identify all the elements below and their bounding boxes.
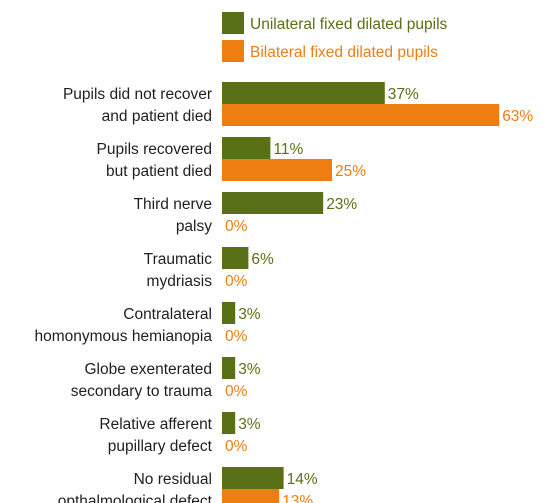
bar-7-series-0 [222, 467, 284, 489]
category-label-1-line-0: Pupils recovered [97, 141, 212, 158]
value-label-7-series-0: 14% [287, 471, 318, 488]
value-label-0-series-0: 37% [388, 86, 419, 103]
category-label-0-line-1: and patient died [102, 108, 212, 125]
value-label-3-series-0: 6% [251, 251, 274, 268]
legend-swatch-0 [222, 12, 244, 34]
category-label-7-line-0: No residual [134, 471, 212, 488]
value-label-4-series-0: 3% [238, 306, 261, 323]
category-label-3-line-1: mydriasis [147, 273, 213, 290]
bars [222, 82, 500, 503]
value-label-0-series-1: 63% [502, 108, 533, 125]
value-labels: 37%63%11%25%23%0%6%0%3%0%3%0%3%0%14%13% [225, 86, 533, 503]
category-label-5-line-0: Globe exenterated [84, 361, 212, 378]
value-label-5-series-0: 3% [238, 361, 261, 378]
category-label-1-line-1: but patient died [106, 163, 212, 180]
bar-0-series-1 [222, 104, 500, 126]
category-label-6-line-0: Relative afferent [99, 416, 212, 433]
bar-3-series-0 [222, 247, 249, 269]
category-label-2-line-1: palsy [176, 218, 212, 235]
category-label-6-line-1: pupillary defect [108, 438, 213, 455]
category-label-3-line-0: Traumatic [144, 251, 213, 268]
category-label-0-line-0: Pupils did not recover [63, 86, 212, 103]
value-label-5-series-1: 0% [225, 383, 248, 400]
value-label-4-series-1: 0% [225, 328, 248, 345]
category-axis-labels: Pupils did not recover and patient died Pu… [35, 86, 213, 503]
legend-label-0: Unilateral fixed dilated pupils [250, 16, 448, 33]
bar-2-series-0 [222, 192, 324, 214]
value-label-6-series-0: 3% [238, 416, 261, 433]
category-label-4-line-1: homonymous hemianopia [35, 328, 213, 345]
legend-label-1: Bilateral fixed dilated pupils [250, 44, 438, 61]
value-label-6-series-1: 0% [225, 438, 248, 455]
value-label-1-series-1: 25% [335, 163, 366, 180]
value-label-3-series-1: 0% [225, 273, 248, 290]
bar-0-series-0 [222, 82, 385, 104]
value-label-2-series-0: 23% [326, 196, 357, 213]
value-label-7-series-1: 13% [282, 493, 313, 503]
value-label-2-series-1: 0% [225, 218, 248, 235]
category-label-5-line-1: secondary to trauma [71, 383, 213, 400]
bar-5-series-0 [222, 357, 236, 379]
bar-7-series-1 [222, 489, 280, 503]
bar-1-series-0 [222, 137, 271, 159]
category-label-2-line-0: Third nerve [134, 196, 212, 213]
legend: Unilateral fixed dilated pupils Bilateral… [222, 12, 448, 62]
bar-4-series-0 [222, 302, 236, 324]
category-label-7-line-1: opthalmological defect [58, 493, 213, 503]
category-label-4-line-0: Contralateral [123, 306, 212, 323]
bar-6-series-0 [222, 412, 236, 434]
legend-swatch-1 [222, 40, 244, 62]
value-label-1-series-0: 11% [273, 141, 303, 158]
bar-1-series-1 [222, 159, 332, 181]
